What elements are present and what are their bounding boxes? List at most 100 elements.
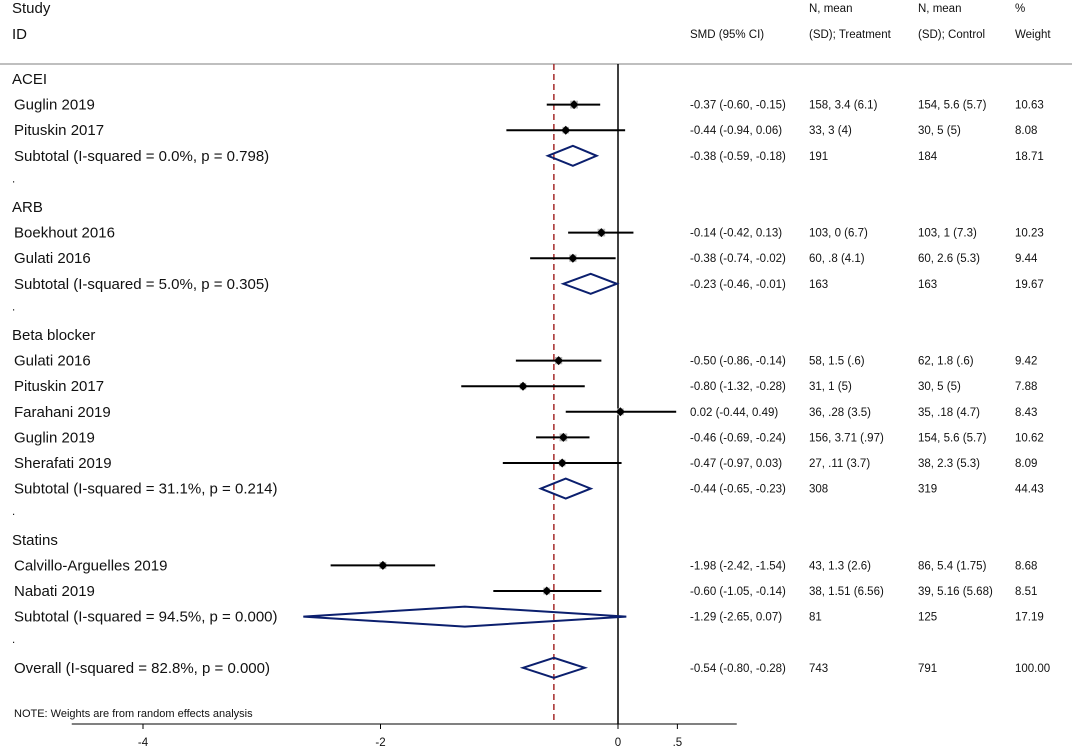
footnote: NOTE: Weights are from random effects an… <box>14 708 253 720</box>
point-estimate <box>378 560 388 570</box>
weight-value: 10.62 <box>1015 432 1044 444</box>
weight-value: 9.42 <box>1015 356 1037 368</box>
spacer-dot: . <box>12 301 15 313</box>
study-label: Boekhout 2016 <box>14 225 115 242</box>
x-tick-label: 0 <box>615 737 621 749</box>
control-value: 30, 5 (5) <box>918 381 961 393</box>
treatment-value: 60, .8 (4.1) <box>809 253 865 265</box>
weight-value: 17.19 <box>1015 612 1044 624</box>
point-estimate <box>557 458 567 468</box>
study-label: Pituskin 2017 <box>14 378 104 395</box>
treatment-value: 191 <box>809 151 828 163</box>
smd-ci-text: -0.14 (-0.42, 0.13) <box>690 228 782 240</box>
subgroup-label: ARB <box>12 199 43 216</box>
control-value: 184 <box>918 151 938 163</box>
weight-value: 8.43 <box>1015 407 1037 419</box>
control-value: 154, 5.6 (5.7) <box>918 100 987 112</box>
control-value: 319 <box>918 484 937 496</box>
control-value: 38, 2.3 (5.3) <box>918 458 980 470</box>
smd-ci-text: -0.44 (-0.65, -0.23) <box>690 484 786 496</box>
header-weight-line1: % <box>1015 3 1025 15</box>
control-value: 791 <box>918 663 937 675</box>
smd-ci-text: -0.38 (-0.59, -0.18) <box>690 151 786 163</box>
subtotal-diamond <box>545 144 600 167</box>
control-value: 60, 2.6 (5.3) <box>918 253 980 265</box>
control-value: 39, 5.16 (5.68) <box>918 586 993 598</box>
overall-label: Overall (I-squared = 82.8%, p = 0.000) <box>14 660 270 677</box>
treatment-value: 36, .28 (3.5) <box>809 407 871 419</box>
treatment-value: 158, 3.4 (6.1) <box>809 100 878 112</box>
x-axis-ticks: -4 -2 0 .5 <box>138 724 682 749</box>
smd-ci-text: -1.98 (-2.42, -1.54) <box>690 560 786 572</box>
study-label: Calvillo-Arguelles 2019 <box>14 557 167 574</box>
subtotal-label: Subtotal (I-squared = 5.0%, p = 0.305) <box>14 276 269 293</box>
header-smd: SMD (95% CI) <box>690 29 764 41</box>
weight-value: 7.88 <box>1015 381 1037 393</box>
smd-ci-text: -0.38 (-0.74, -0.02) <box>690 253 786 265</box>
header-study: Study <box>12 0 51 17</box>
subtotal-label: Subtotal (I-squared = 31.1%, p = 0.214) <box>14 481 278 498</box>
header-control-line1: N, mean <box>918 3 961 15</box>
control-value: 86, 5.4 (1.75) <box>918 560 987 572</box>
header-weight-line2: Weight <box>1015 29 1051 41</box>
header-control-line2: (SD); Control <box>918 29 985 41</box>
weight-value: 8.68 <box>1015 560 1037 572</box>
subtotal-diamond <box>303 605 627 628</box>
weight-value: 9.44 <box>1015 253 1038 265</box>
treatment-value: 308 <box>809 484 828 496</box>
smd-ci-text: -0.23 (-0.46, -0.01) <box>690 279 786 291</box>
header-treatment-line2: (SD); Treatment <box>809 29 892 41</box>
smd-ci-text: -0.50 (-0.86, -0.14) <box>690 356 786 368</box>
smd-ci-text: 0.02 (-0.44, 0.49) <box>690 407 778 419</box>
subtotal-diamond <box>560 272 620 295</box>
point-estimate <box>518 381 528 391</box>
study-label: Gulati 2016 <box>14 353 91 370</box>
treatment-value: 103, 0 (6.7) <box>809 228 868 240</box>
smd-ci-text: -1.29 (-2.65, 0.07) <box>690 612 782 624</box>
forest-rows: ACEI Guglin 2019 -0.37 (-0.60, -0.15) 158, … <box>12 71 1050 679</box>
control-value: 163 <box>918 279 937 291</box>
smd-ci-text: -0.37 (-0.60, -0.15) <box>690 100 786 112</box>
weight-value: 18.71 <box>1015 151 1044 163</box>
control-value: 125 <box>918 612 937 624</box>
point-estimate <box>558 432 568 442</box>
weight-value: 10.63 <box>1015 100 1044 112</box>
smd-ci-text: -0.46 (-0.69, -0.24) <box>690 432 786 444</box>
study-label: Nabati 2019 <box>14 583 95 600</box>
x-tick-label: -2 <box>375 737 385 749</box>
treatment-value: 31, 1 (5) <box>809 381 852 393</box>
treatment-value: 156, 3.71 (.97) <box>809 432 884 444</box>
header-id: ID <box>12 26 27 43</box>
smd-ci-text: -0.44 (-0.94, 0.06) <box>690 125 782 137</box>
treatment-value: 163 <box>809 279 828 291</box>
point-estimate <box>569 100 579 110</box>
header-treatment-line1: N, mean <box>809 3 852 15</box>
smd-ci-text: -0.60 (-1.05, -0.14) <box>690 586 786 598</box>
treatment-value: 58, 1.5 (.6) <box>809 356 865 368</box>
spacer-dot: . <box>12 506 15 518</box>
treatment-value: 38, 1.51 (6.56) <box>809 586 884 598</box>
overall-diamond <box>519 656 588 679</box>
x-tick-label: -4 <box>138 737 149 749</box>
study-label: Gulati 2016 <box>14 250 91 267</box>
x-tick-label: .5 <box>673 737 683 749</box>
weight-value: 10.23 <box>1015 228 1044 240</box>
weight-value: 8.51 <box>1015 586 1037 598</box>
study-label: Pituskin 2017 <box>14 122 104 139</box>
point-estimate <box>561 125 571 135</box>
control-value: 103, 1 (7.3) <box>918 228 977 240</box>
weight-value: 44.43 <box>1015 484 1044 496</box>
study-label: Farahani 2019 <box>14 404 111 421</box>
point-estimate <box>554 356 564 366</box>
point-estimate <box>596 228 606 238</box>
control-value: 62, 1.8 (.6) <box>918 356 974 368</box>
subtotal-diamond <box>538 477 594 500</box>
treatment-value: 43, 1.3 (2.6) <box>809 560 871 572</box>
smd-ci-text: -0.47 (-0.97, 0.03) <box>690 458 782 470</box>
treatment-value: 743 <box>809 663 828 675</box>
study-label: Guglin 2019 <box>14 97 95 114</box>
subtotal-label: Subtotal (I-squared = 0.0%, p = 0.798) <box>14 148 269 165</box>
control-value: 35, .18 (4.7) <box>918 407 980 419</box>
control-value: 30, 5 (5) <box>918 125 961 137</box>
